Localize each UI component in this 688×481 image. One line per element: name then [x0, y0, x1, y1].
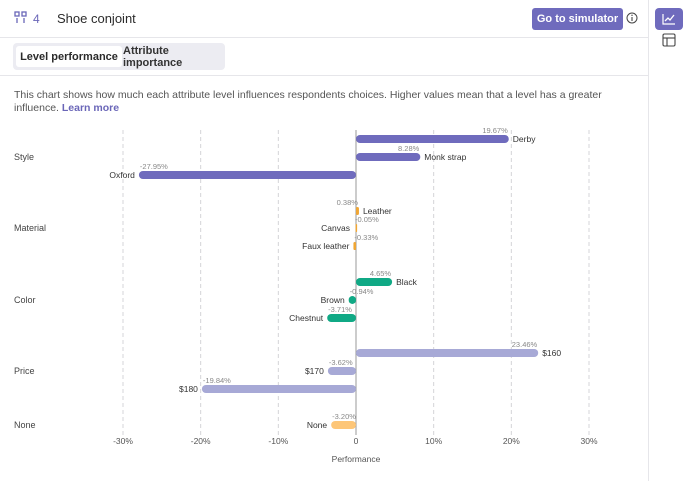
attribute-label: Style — [14, 152, 34, 162]
x-tick-label: 20% — [503, 436, 520, 446]
question-number: 4 — [33, 12, 40, 26]
level-label: $180 — [179, 384, 198, 394]
bar — [327, 367, 356, 375]
question-type-icon — [14, 11, 27, 23]
data-label: -0.33% — [354, 233, 378, 242]
level-label: Faux leather — [302, 241, 349, 251]
line-chart-icon — [662, 14, 675, 25]
x-tick-label: -20% — [191, 436, 211, 446]
bar — [353, 242, 356, 250]
bar — [327, 314, 356, 322]
x-tick-label: 0 — [354, 436, 359, 446]
data-label: -3.62% — [329, 358, 353, 367]
level-label: $160 — [542, 348, 561, 358]
data-label: 4.65% — [370, 269, 392, 278]
level-label: Monk strap — [424, 152, 466, 162]
bar — [356, 135, 509, 143]
bar — [138, 171, 356, 179]
data-label: 0.38% — [337, 198, 359, 207]
data-label: 23.46% — [512, 340, 538, 349]
data-label: 8.28% — [398, 144, 420, 153]
chart-description: This chart shows how much each attribute… — [14, 89, 634, 115]
x-tick-label: 10% — [425, 436, 442, 446]
attribute-label: Price — [14, 366, 35, 376]
data-label: -27.95% — [140, 162, 168, 171]
tab-attribute-importance[interactable]: Attribute importance — [123, 44, 183, 69]
data-label: 19.67% — [482, 126, 508, 135]
divider — [0, 75, 648, 76]
tab-bar: Level performance Attribute importance — [13, 43, 225, 70]
bar — [356, 153, 421, 161]
attribute-label: None — [14, 420, 36, 430]
data-label: -3.20% — [332, 412, 356, 421]
bar — [355, 224, 358, 232]
chart-view-button[interactable] — [655, 8, 683, 30]
learn-more-link[interactable]: Learn more — [61, 102, 120, 114]
x-tick-label: -10% — [268, 436, 288, 446]
go-to-simulator-button[interactable]: Go to simulator — [532, 8, 623, 30]
page-title: Shoe conjoint — [57, 11, 136, 26]
level-label: Canvas — [321, 223, 350, 233]
level-performance-chart: -30% -20% -10% 0 10% 20% 30% Performance Style 19… — [14, 126, 598, 464]
attribute-label: Color — [14, 295, 36, 305]
data-label: -0.94% — [350, 287, 374, 296]
table-icon[interactable] — [662, 33, 676, 47]
level-label: None — [307, 420, 328, 430]
x-axis-title: Performance — [332, 454, 381, 464]
level-label: Black — [396, 277, 418, 287]
x-tick-label: -30% — [113, 436, 133, 446]
bar — [331, 421, 356, 429]
description-text: This chart shows how much each attribute… — [14, 89, 602, 114]
data-label: -3.71% — [328, 305, 352, 314]
data-label: -19.84% — [203, 376, 231, 385]
bar — [356, 278, 393, 286]
tab-level-performance[interactable]: Level performance — [16, 46, 122, 67]
level-label: Leather — [363, 206, 392, 216]
bar — [201, 385, 356, 393]
level-label: Brown — [321, 295, 345, 305]
x-tick-label: 30% — [580, 436, 597, 446]
level-label: Oxford — [109, 170, 135, 180]
attribute-label: Material — [14, 223, 46, 233]
bar — [356, 349, 539, 357]
level-label: $170 — [305, 366, 324, 376]
info-icon[interactable] — [626, 12, 638, 24]
bar — [356, 207, 359, 215]
header-bar: 4 Shoe conjoint Go to simulator — [0, 0, 648, 38]
level-label: Derby — [513, 134, 536, 144]
bar — [348, 296, 356, 304]
view-switcher — [648, 0, 688, 481]
data-label: -0.05% — [355, 215, 379, 224]
level-label: Chestnut — [289, 313, 324, 323]
